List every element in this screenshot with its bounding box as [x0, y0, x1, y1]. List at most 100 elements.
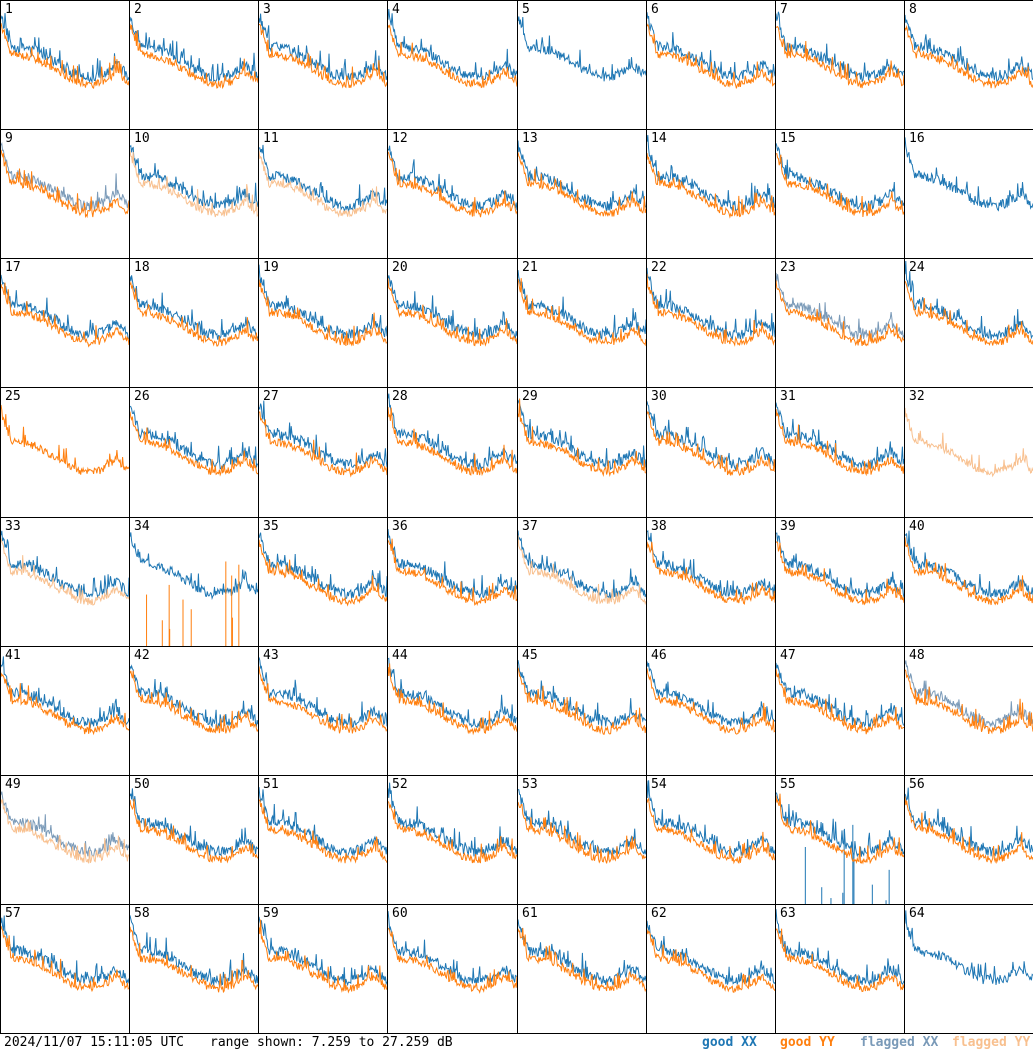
- panel-label: 19: [263, 260, 279, 275]
- panel: 52: [387, 775, 518, 905]
- panel-label: 28: [392, 389, 408, 404]
- panel-label: 11: [263, 131, 279, 146]
- series-yy-line: [388, 663, 517, 736]
- panel: 29: [517, 387, 647, 518]
- panel-label: 9: [5, 131, 13, 146]
- series-xx-line: [905, 14, 1033, 82]
- panel-plot: [647, 780, 775, 865]
- panel-label: 51: [263, 777, 279, 792]
- series-yy-line: [388, 24, 517, 89]
- series-yy-line: [1, 799, 129, 864]
- panel: 61: [517, 904, 647, 1034]
- panel: 21: [517, 258, 647, 388]
- series-xx-line: [1, 656, 129, 729]
- panel-plot: [776, 143, 904, 218]
- panel-label: 10: [134, 131, 150, 146]
- series-yy-line: [776, 153, 904, 218]
- panel-label: 30: [651, 389, 667, 404]
- panel-label: 21: [522, 260, 538, 275]
- panel-label: 63: [780, 906, 796, 921]
- series-yy-line: [1, 672, 129, 736]
- panel-plot: [259, 264, 387, 347]
- panel-plot: [388, 393, 517, 477]
- panel: 38: [646, 517, 776, 647]
- panel-plot: [518, 789, 646, 864]
- series-xx-line: [518, 140, 646, 212]
- series-yy-line: [905, 796, 1033, 865]
- series-xx-line: [388, 145, 517, 211]
- panel-label: 58: [134, 906, 150, 921]
- panel: 55: [775, 775, 905, 905]
- panel: 33: [0, 517, 130, 647]
- panel-label: 27: [263, 389, 279, 404]
- panel: 20: [387, 258, 518, 388]
- series-yy-line: [388, 151, 517, 218]
- panel-label: 4: [392, 2, 400, 17]
- panel: 24: [904, 258, 1033, 388]
- panel-label: 56: [909, 777, 925, 792]
- panel-plot: [130, 144, 258, 218]
- panel: 2: [129, 0, 259, 130]
- panel-plot: [130, 275, 258, 347]
- legend-good-xx: good XX: [702, 1035, 757, 1050]
- series-xx-line: [259, 532, 387, 600]
- panel: 48: [904, 646, 1033, 776]
- series-xx-line: [905, 910, 1033, 985]
- panel: 53: [517, 775, 647, 905]
- series-yy-line: [130, 150, 258, 218]
- series-yy-line: [647, 668, 775, 735]
- series-xx-line: [259, 264, 387, 340]
- panel-label: 38: [651, 519, 667, 534]
- panel-plot: [776, 402, 904, 477]
- panel: 39: [775, 517, 905, 647]
- series-xx-line: [518, 16, 646, 82]
- panel-plot: [518, 660, 646, 735]
- panel-label: 59: [263, 906, 279, 921]
- series-xx-line: [776, 662, 904, 728]
- series-yy-line: [518, 667, 646, 735]
- panel-plot: [647, 134, 775, 219]
- series-yy-line: [776, 25, 904, 89]
- panel-plot: [905, 660, 1033, 735]
- panel-plot: [130, 788, 258, 864]
- series-xx-line: [518, 660, 646, 728]
- series-yy-line: [647, 23, 775, 89]
- panel-label: 6: [651, 2, 659, 17]
- series-yy-line: [259, 539, 387, 607]
- panel: 19: [258, 258, 388, 388]
- panel-label: 46: [651, 648, 667, 663]
- series-xx-line: [130, 915, 258, 986]
- panel: 8: [904, 0, 1033, 130]
- panel: 57: [0, 904, 130, 1034]
- series-yy-line: [259, 798, 387, 864]
- series-yy-line: [647, 273, 775, 347]
- panel-label: 26: [134, 389, 150, 404]
- series-xx-line: [518, 270, 646, 340]
- series-yy-line: [1, 925, 129, 993]
- series-xx-line: [259, 13, 387, 82]
- panel: 17: [0, 258, 130, 388]
- panel-plot: [776, 272, 904, 347]
- series-yy-line: [905, 537, 1033, 606]
- panel-label: 7: [780, 2, 788, 17]
- range-text: range shown: 7.259 to 27.259 dB: [210, 1035, 453, 1050]
- panel-label: 49: [5, 777, 21, 792]
- panel: 16: [904, 129, 1033, 259]
- panel-label: 36: [392, 519, 408, 534]
- series-xx-line: [647, 920, 775, 985]
- panel: 42: [129, 646, 259, 776]
- panel-label: 13: [522, 131, 538, 146]
- panel-label: 18: [134, 260, 150, 275]
- panel-plot: [1, 791, 129, 864]
- panel-plot: [130, 532, 258, 646]
- series-yy-line: [1, 282, 129, 348]
- panel: 50: [129, 775, 259, 905]
- series-yy-line: [130, 926, 258, 994]
- panel-plot: [905, 14, 1033, 89]
- panel: 44: [387, 646, 518, 776]
- panel: 28: [387, 387, 518, 518]
- panel: 60: [387, 904, 518, 1034]
- panel-plot: [259, 916, 387, 994]
- series-xx-line: [647, 12, 775, 82]
- panel-label: 48: [909, 648, 925, 663]
